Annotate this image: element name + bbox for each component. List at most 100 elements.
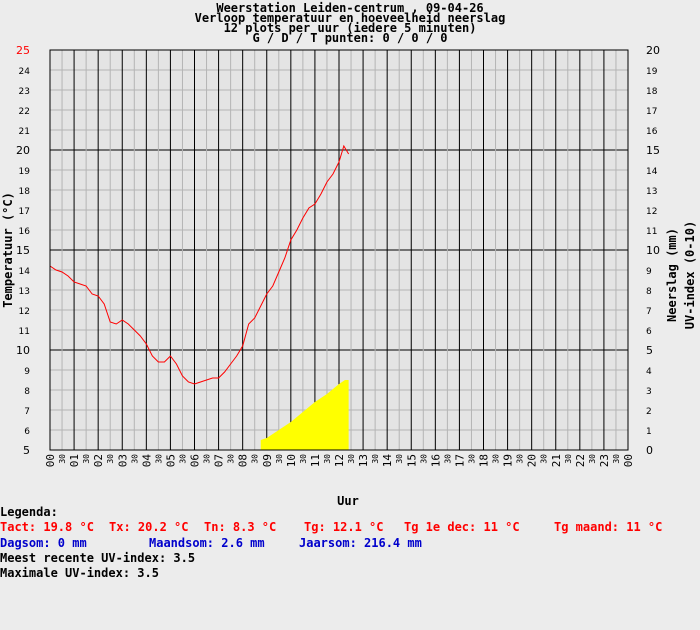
title-description: Verloop temperatuur en hoeveelheid neers… [194,11,506,25]
x-tick-hour: 13 [357,454,370,467]
y-tick-left: 5 [23,444,30,457]
y-tick-left: 19 [19,167,31,177]
x-tick-half: 30 [419,454,428,464]
x-tick-half: 30 [467,454,476,464]
legend-tn: Tn: 8.3 °C [204,520,277,534]
y-tick-right: 10 [646,244,660,257]
y-tick-left: 8 [24,387,30,397]
x-tick-hour: 15 [405,454,418,467]
y-tick-left: 25 [16,44,30,57]
x-tick-hour: 01 [68,454,81,467]
x-tick-half: 30 [130,454,139,464]
x-tick-hour: 19 [502,454,515,467]
y-tick-left: 6 [24,427,30,437]
y-tick-left: 22 [19,107,30,117]
x-tick-hour: 18 [478,454,491,467]
y-tick-left: 13 [19,287,30,297]
x-tick-hour: 08 [237,454,250,467]
x-tick-hour: 12 [333,454,346,467]
x-tick-half: 30 [540,454,549,464]
y-tick-right: 14 [646,167,658,177]
x-tick-half: 30 [516,454,525,464]
uv-max: Maximale UV-index: 3.5 [0,566,159,580]
x-tick-half: 30 [58,454,67,464]
uv-area [260,380,349,450]
y-tick-left: 17 [19,207,30,217]
y-tick-right: 11 [646,227,657,237]
y-tick-right: 17 [646,107,657,117]
x-tick-half: 30 [154,454,163,464]
y-tick-left: 7 [24,407,30,417]
y-tick-left: 20 [16,144,30,157]
y-tick-right: 0 [646,444,653,457]
y-axis-label-right-uv: UV-index (0-10) [683,221,697,329]
y-tick-right: 1 [646,427,652,437]
x-tick-hour: 09 [261,454,274,467]
legend-tg-maand: Tg maand: 11 °C [554,520,663,534]
x-tick-hour: 10 [285,454,298,467]
y-tick-right: 8 [646,287,652,297]
x-tick-half: 30 [203,454,212,464]
y-tick-right: 6 [646,327,652,337]
y-axis-label-right-neerslag: Neerslag (mm) [665,228,679,322]
x-tick-half: 30 [588,454,597,464]
x-tick-hour: 02 [92,454,105,467]
y-tick-right: 19 [646,67,658,77]
y-tick-right: 9 [646,267,652,277]
x-tick-half: 30 [564,454,573,464]
title-station: Weerstation Leiden-centrum , 09-04-26 [216,1,484,15]
y-tick-right: 12 [646,207,657,217]
x-tick-hour: 21 [550,454,563,467]
legend-tg: Tg: 12.1 °C [304,520,384,534]
x-tick-hour: 16 [429,454,442,467]
y-tick-right: 7 [646,307,652,317]
x-axis-label: Uur [337,494,359,508]
y-tick-left: 18 [19,187,31,197]
uv-recent: Meest recente UV-index: 3.5 [0,551,196,565]
title-plots: 12 plots per uur (iedere 5 minuten) [223,21,477,35]
legend-dagsom: Dagsom: 0 mm [0,536,87,550]
y-tick-left: 21 [19,127,30,137]
y-tick-left: 10 [16,344,30,357]
y-tick-left: 12 [19,307,30,317]
x-tick-half: 30 [612,454,621,464]
legend-jaarsom: Jaarsom: 216.4 mm [299,536,422,550]
x-tick-hour: 05 [164,454,177,467]
legend-tx: Tx: 20.2 °C [109,520,189,534]
y-tick-left: 23 [19,87,30,97]
x-tick-hour: 00 [44,454,57,467]
y-tick-left: 16 [19,227,31,237]
y-tick-right: 16 [646,127,658,137]
x-tick-half: 30 [178,454,187,464]
y-tick-left: 24 [19,67,31,77]
x-tick-hour: 17 [453,454,466,467]
y-axis-label-left: Temperatuur (°C) [1,192,15,308]
y-tick-right: 18 [646,87,658,97]
x-tick-half: 30 [492,454,501,464]
x-tick-half: 30 [323,454,332,464]
y-tick-right: 3 [646,387,652,397]
y-tick-left: 14 [19,267,31,277]
x-tick-half: 30 [82,454,91,464]
x-tick-half: 30 [443,454,452,464]
y-tick-right: 5 [646,344,653,357]
x-tick-half: 30 [227,454,236,464]
x-tick-hour: 06 [189,454,202,467]
plot-border [49,49,629,451]
y-tick-right: 2 [646,407,652,417]
x-tick-hour: 20 [526,454,539,467]
x-tick-half: 30 [299,454,308,464]
y-tick-right: 15 [646,144,660,157]
x-tick-hour: 00 [622,454,635,467]
temperature-line [49,144,350,385]
y-tick-right: 20 [646,44,660,57]
x-tick-half: 30 [106,454,115,464]
x-tick-half: 30 [347,454,356,464]
x-tick-hour: 03 [116,454,129,467]
x-tick-hour: 11 [309,454,322,467]
x-tick-hour: 22 [574,454,587,467]
legend-tact: Tact: 19.8 °C [0,520,94,534]
y-tick-left: 11 [19,327,30,337]
legend-maandsom: Maandsom: 2.6 mm [149,536,265,550]
legend-heading: Legenda: [0,505,58,519]
